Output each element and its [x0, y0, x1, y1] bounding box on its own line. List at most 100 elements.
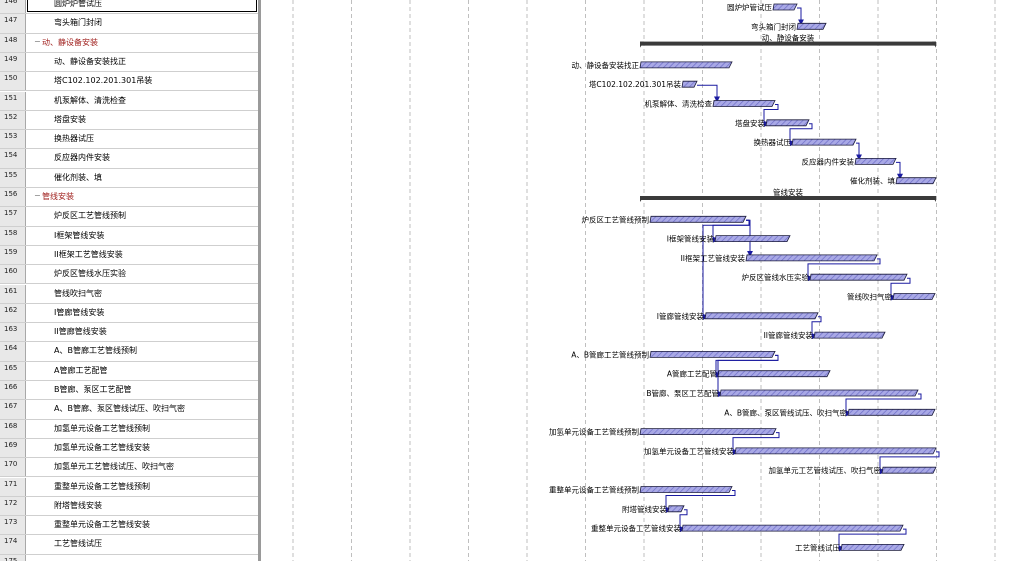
- task-bar[interactable]: [719, 389, 919, 397]
- task-bar[interactable]: [639, 428, 777, 435]
- row-number[interactable]: 172: [0, 496, 26, 516]
- table-row[interactable]: 146 圆炉炉管试压: [0, 0, 258, 15]
- table-row[interactable]: 152 塔盘安装: [0, 110, 258, 131]
- table-row[interactable]: 175: [0, 554, 258, 561]
- task-bar[interactable]: [649, 215, 747, 223]
- row-number[interactable]: 148: [0, 33, 26, 52]
- task-bar[interactable]: [681, 524, 904, 532]
- row-number[interactable]: 146: [0, 0, 26, 14]
- task-bar[interactable]: [734, 447, 937, 455]
- task-bar[interactable]: [791, 138, 857, 146]
- task-bar[interactable]: [704, 312, 819, 320]
- table-row[interactable]: 154 反应器内件安装: [0, 149, 258, 169]
- task-name-cell[interactable]: − 动、静设备安装: [26, 34, 258, 52]
- table-row[interactable]: 157 炉反区工艺管线预制: [0, 207, 258, 227]
- task-bar[interactable]: [681, 80, 698, 88]
- row-number[interactable]: 165: [0, 361, 26, 380]
- table-row[interactable]: 155 催化剂装、填: [0, 168, 258, 188]
- task-name-cell[interactable]: 机泵解体、清洗检查: [26, 92, 258, 110]
- task-bar[interactable]: [854, 158, 897, 165]
- task-bar[interactable]: [717, 370, 831, 378]
- task-name-cell[interactable]: 动、静设备安装找正: [26, 53, 258, 71]
- row-number[interactable]: 170: [0, 458, 26, 477]
- task-name-cell[interactable]: A、B管廊工艺管线预制: [26, 342, 258, 360]
- collapse-icon[interactable]: −: [34, 36, 41, 46]
- row-number[interactable]: 150: [0, 72, 26, 91]
- task-name-cell[interactable]: A管廊工艺配管: [26, 362, 258, 380]
- task-bar[interactable]: [714, 235, 791, 242]
- row-number[interactable]: 174: [0, 535, 26, 554]
- row-number[interactable]: 162: [0, 303, 26, 323]
- task-bar[interactable]: [712, 100, 776, 107]
- task-name-cell[interactable]: 加氢单元设备工艺管线安装: [26, 439, 258, 457]
- table-row[interactable]: 160 炉反区管线水压实验: [0, 265, 258, 285]
- row-number[interactable]: 155: [0, 168, 26, 187]
- task-name-cell[interactable]: I管廊管线安装: [26, 304, 258, 322]
- task-bar[interactable]: [881, 466, 937, 474]
- task-bar[interactable]: [649, 351, 776, 358]
- task-name-cell[interactable]: 炉反区管线水压实验: [26, 265, 258, 283]
- table-row[interactable]: 159 II框架工艺管线安装: [0, 245, 258, 266]
- row-number[interactable]: 154: [0, 149, 26, 168]
- row-number[interactable]: 175: [0, 554, 26, 561]
- task-bar[interactable]: [847, 408, 936, 416]
- collapse-icon[interactable]: −: [34, 191, 41, 200]
- row-number[interactable]: 171: [0, 477, 26, 496]
- summary-bar[interactable]: [640, 196, 936, 200]
- table-row[interactable]: 167 A、B管廊、泵区管线试压、吹扫气密: [0, 400, 258, 420]
- table-row[interactable]: 150 塔C102.102.201.301吊装: [0, 72, 258, 92]
- pane-splitter[interactable]: [258, 0, 261, 561]
- task-bar[interactable]: [809, 273, 908, 281]
- task-bar[interactable]: [639, 486, 733, 493]
- row-number[interactable]: 152: [0, 110, 26, 130]
- row-number[interactable]: 173: [0, 516, 26, 535]
- task-name-cell[interactable]: − 管线安装: [26, 188, 258, 206]
- table-row[interactable]: 173 重整单元设备工艺管线安装: [0, 516, 258, 536]
- table-row[interactable]: 169 加氢单元设备工艺管线安装: [0, 438, 258, 459]
- task-bar[interactable]: [639, 61, 733, 69]
- task-name-cell[interactable]: II管廊管线安装: [26, 323, 258, 341]
- row-number[interactable]: 168: [0, 419, 26, 438]
- task-bar[interactable]: [745, 254, 878, 262]
- task-name-cell[interactable]: 工艺管线试压: [26, 535, 258, 553]
- task-name-cell[interactable]: A、B管廊、泵区管线试压、吹扫气密: [26, 400, 258, 418]
- task-bar[interactable]: [892, 293, 936, 300]
- task-bar[interactable]: [667, 505, 685, 513]
- row-number[interactable]: 158: [0, 226, 26, 245]
- row-number[interactable]: 167: [0, 400, 26, 419]
- task-bar[interactable]: [813, 331, 886, 339]
- summary-bar[interactable]: [640, 41, 936, 46]
- table-row[interactable]: 172 附塔管线安装: [0, 496, 258, 517]
- table-row[interactable]: 158 I框架管线安装: [0, 226, 258, 246]
- task-bar[interactable]: [772, 3, 798, 11]
- task-name-cell[interactable]: B管廊、泵区工艺配管: [26, 381, 258, 399]
- row-number[interactable]: 166: [0, 381, 26, 400]
- table-row[interactable]: 147 弯头箱门封闭: [0, 14, 258, 34]
- row-number[interactable]: 163: [0, 323, 26, 342]
- row-number[interactable]: 149: [0, 52, 26, 72]
- task-name-cell[interactable]: 圆炉炉管试压: [26, 0, 258, 13]
- task-name-cell[interactable]: II框架工艺管线安装: [26, 246, 258, 264]
- task-name-cell[interactable]: 弯头箱门封闭: [26, 14, 258, 32]
- table-row[interactable]: 149 动、静设备安装找正: [0, 52, 258, 73]
- table-row[interactable]: 165 A管廊工艺配管: [0, 361, 258, 381]
- task-name-cell[interactable]: 炉反区工艺管线预制: [26, 207, 258, 225]
- row-number[interactable]: 157: [0, 207, 26, 226]
- task-name-cell[interactable]: 塔C102.102.201.301吊装: [26, 72, 258, 90]
- row-number[interactable]: 164: [0, 342, 26, 361]
- table-row[interactable]: 163 II管廊管线安装: [0, 323, 258, 343]
- row-number[interactable]: 156: [0, 188, 26, 207]
- task-bar[interactable]: [796, 22, 827, 30]
- task-name-cell[interactable]: 换热器试压: [26, 130, 258, 148]
- task-name-cell[interactable]: 催化剂装、填: [26, 169, 258, 187]
- task-bar[interactable]: [895, 177, 937, 185]
- table-row[interactable]: 162 I管廊管线安装: [0, 303, 258, 324]
- task-bar[interactable]: [765, 119, 810, 127]
- row-number[interactable]: 169: [0, 438, 26, 458]
- table-row[interactable]: 153 换热器试压: [0, 130, 258, 150]
- table-row[interactable]: 151 机泵解体、清洗检查: [0, 91, 258, 111]
- task-bar[interactable]: [840, 544, 905, 551]
- row-number[interactable]: 159: [0, 245, 26, 265]
- task-name-cell[interactable]: I框架管线安装: [26, 227, 258, 245]
- task-name-cell[interactable]: 反应器内件安装: [26, 149, 258, 167]
